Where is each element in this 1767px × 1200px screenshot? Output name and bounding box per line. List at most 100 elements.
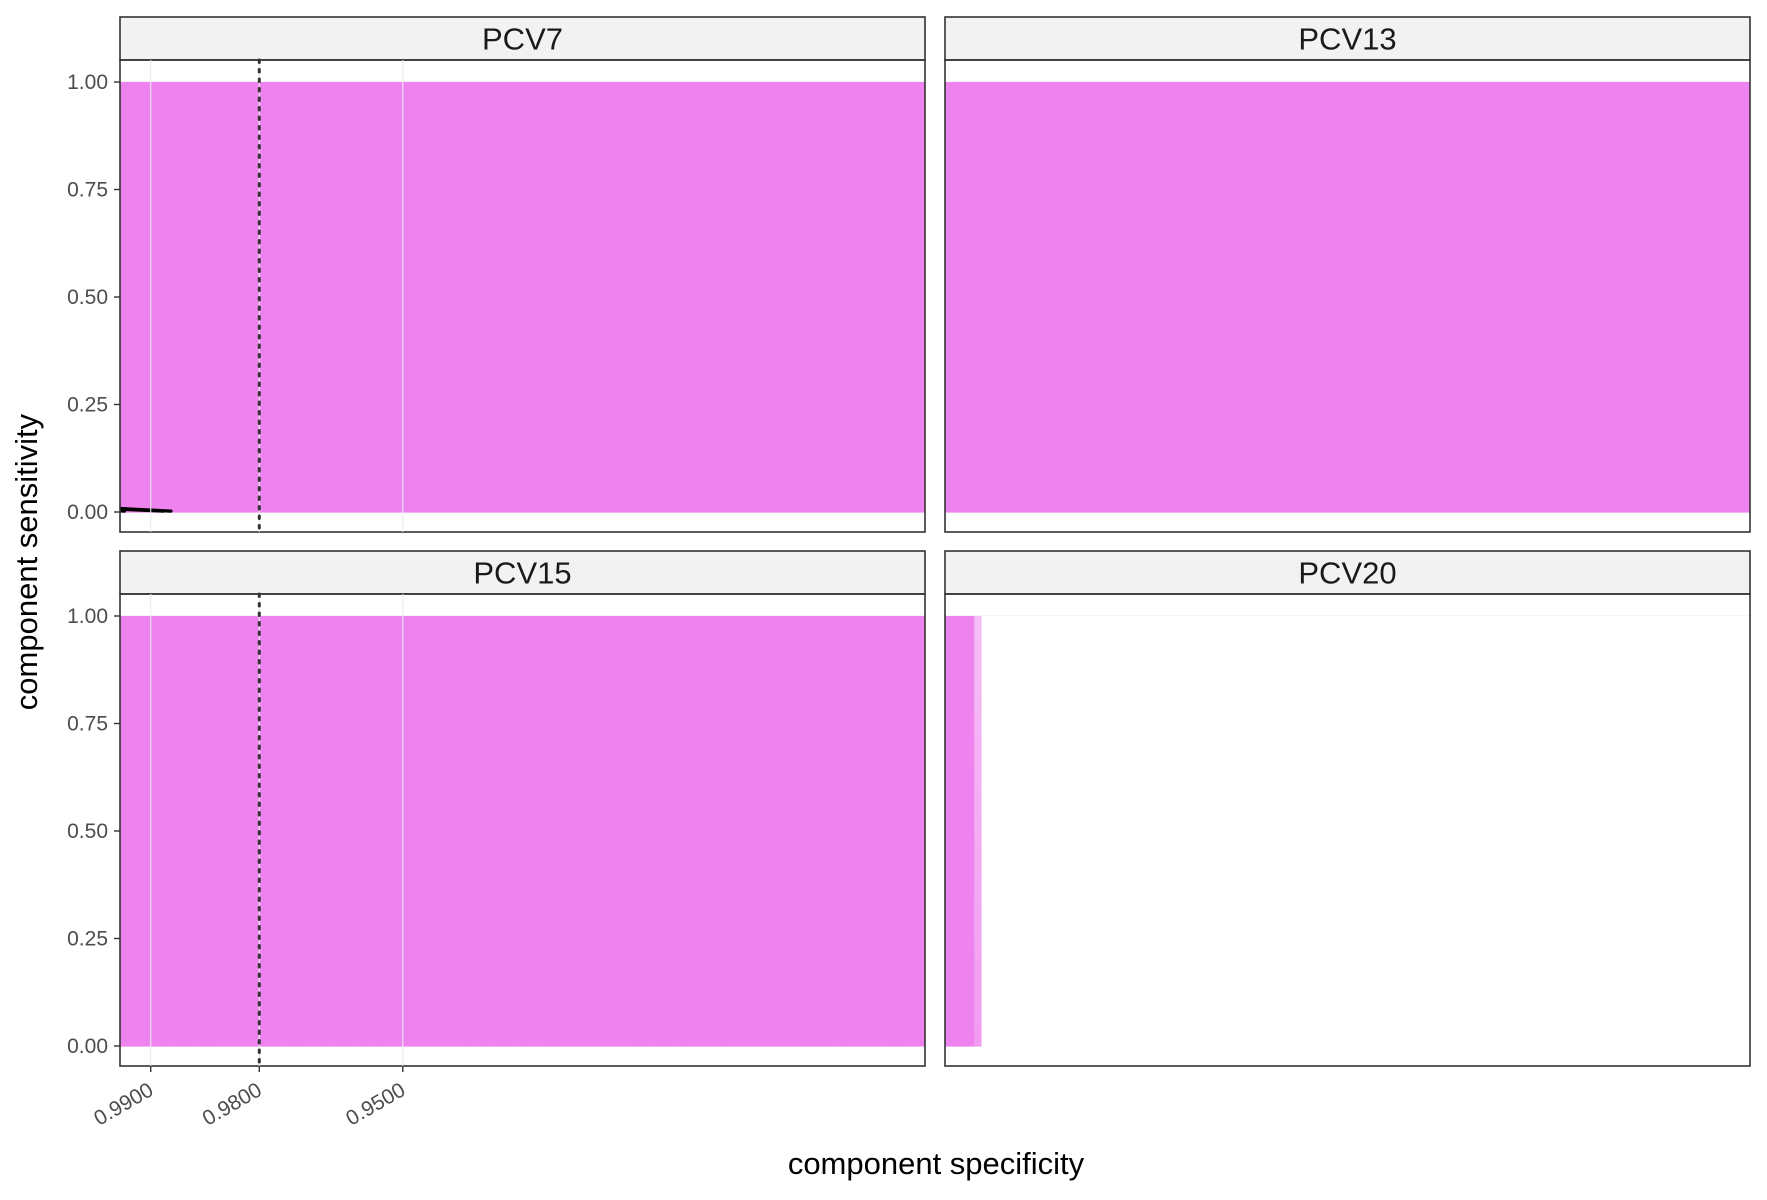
heatmap-cell xyxy=(273,501,282,513)
heatmap-cell xyxy=(632,297,641,309)
heatmap-cell xyxy=(420,200,428,212)
heatmap-cell xyxy=(551,264,560,277)
heatmap-cell xyxy=(844,264,853,277)
heatmap-cell xyxy=(178,350,187,363)
heatmap-cell xyxy=(705,329,714,341)
heatmap-cell xyxy=(1003,211,1012,223)
heatmap-cell xyxy=(603,479,611,492)
heatmap-cell xyxy=(537,103,546,115)
heatmap-cell xyxy=(156,92,165,105)
heatmap-cell xyxy=(127,383,136,395)
heatmap-cell xyxy=(544,135,553,148)
heatmap-cell xyxy=(141,383,150,395)
heatmap-cell xyxy=(910,135,919,148)
heatmap-cell xyxy=(822,329,831,341)
heatmap-cell xyxy=(720,383,729,395)
heatmap-cell xyxy=(427,103,436,115)
heatmap-cell xyxy=(705,469,714,481)
heatmap-cell xyxy=(420,340,428,352)
heatmap-cell xyxy=(207,458,216,470)
heatmap-cell xyxy=(610,329,619,341)
heatmap-cell xyxy=(185,200,194,212)
heatmap-cell xyxy=(800,447,809,459)
heatmap-cell xyxy=(302,103,311,115)
heatmap-cell xyxy=(515,189,524,201)
heatmap-cell xyxy=(215,436,224,449)
heatmap-cell xyxy=(376,286,385,298)
heatmap-cell xyxy=(952,436,961,449)
heatmap-cell xyxy=(837,82,846,94)
heatmap-cell xyxy=(690,383,699,395)
heatmap-cell xyxy=(405,221,414,234)
heatmap-cell xyxy=(529,146,538,158)
heatmap-cell xyxy=(149,501,158,513)
heatmap-cell xyxy=(881,340,890,352)
heatmap-cell xyxy=(478,501,487,513)
heatmap-cell xyxy=(346,211,355,223)
heatmap-cell xyxy=(346,92,355,105)
heatmap-cell xyxy=(1032,243,1041,255)
heatmap-cell xyxy=(559,479,568,492)
heatmap-cell xyxy=(273,232,282,244)
heatmap-cell xyxy=(815,361,824,373)
heatmap-cell xyxy=(478,200,487,212)
heatmap-cell xyxy=(127,200,136,212)
heatmap-cell xyxy=(324,243,333,255)
heatmap-cell xyxy=(771,92,780,105)
heatmap-cell xyxy=(149,469,158,481)
heatmap-cell xyxy=(952,415,961,427)
heatmap-cell xyxy=(383,168,392,180)
heatmap-cell xyxy=(324,372,333,384)
heatmap-cell xyxy=(149,264,158,277)
heatmap-cell xyxy=(442,415,450,427)
heatmap-cell xyxy=(390,297,399,309)
heatmap-cell xyxy=(815,178,824,191)
heatmap-cell xyxy=(676,318,685,330)
heatmap-cell xyxy=(324,178,333,191)
heatmap-cell xyxy=(771,135,780,148)
heatmap-cell xyxy=(624,501,633,513)
heatmap-cell xyxy=(141,307,150,320)
heatmap-cell xyxy=(873,426,882,438)
heatmap-cell xyxy=(193,264,202,277)
heatmap-cell xyxy=(281,340,289,352)
heatmap-cell xyxy=(507,200,516,212)
heatmap-cell xyxy=(917,469,925,481)
heatmap-cell xyxy=(420,297,428,309)
heatmap-cell xyxy=(295,318,304,330)
heatmap-cell xyxy=(141,178,150,191)
heatmap-cell xyxy=(185,458,194,470)
heatmap-cell xyxy=(1025,393,1034,406)
heatmap-cell xyxy=(332,307,341,320)
heatmap-cell xyxy=(639,393,648,406)
heatmap-cell xyxy=(127,372,136,384)
heatmap-cell xyxy=(317,307,326,320)
heatmap-cell xyxy=(764,168,772,180)
heatmap-cell xyxy=(573,232,582,244)
heatmap-cell xyxy=(734,286,743,298)
heatmap-cell xyxy=(851,168,860,180)
heatmap-cell xyxy=(778,146,787,158)
heatmap-cell xyxy=(749,189,758,201)
heatmap-cell xyxy=(881,211,890,223)
heatmap-cell xyxy=(1010,103,1019,115)
heatmap-cell xyxy=(1018,415,1027,427)
heatmap-cell xyxy=(237,135,246,148)
heatmap-cell xyxy=(581,200,589,212)
heatmap-cell xyxy=(815,393,824,406)
heatmap-cell xyxy=(952,178,961,191)
heatmap-cell xyxy=(734,114,743,126)
heatmap-cell xyxy=(959,350,968,363)
heatmap-cell xyxy=(215,372,224,384)
heatmap-cell xyxy=(785,189,794,201)
heatmap-cell xyxy=(903,458,911,470)
heatmap-cell xyxy=(873,383,882,395)
heatmap-cell xyxy=(981,286,990,298)
heatmap-cell xyxy=(332,350,341,363)
heatmap-cell xyxy=(974,436,983,449)
heatmap-cell xyxy=(624,114,633,126)
heatmap-cell xyxy=(705,243,714,255)
heatmap-cell xyxy=(317,426,326,438)
heatmap-cell xyxy=(683,361,692,373)
heatmap-cell xyxy=(288,275,297,287)
